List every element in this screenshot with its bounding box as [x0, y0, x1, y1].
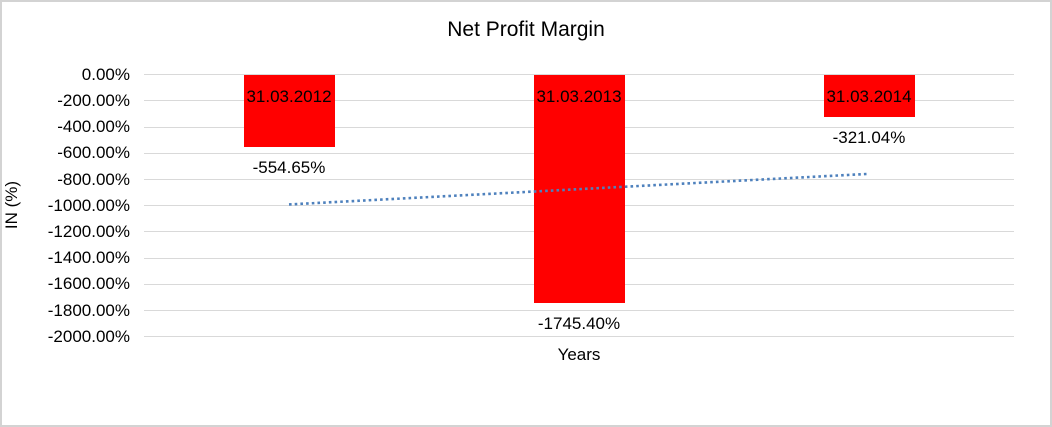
y-axis-tick-label: -400.00%	[57, 117, 130, 137]
x-axis-title: Years	[557, 345, 601, 364]
y-axis-tick-label: -1400.00%	[47, 248, 130, 268]
gridline	[144, 310, 1014, 311]
y-axis-tick-label: -1800.00%	[47, 300, 130, 320]
value-label: -1745.40%	[537, 314, 621, 334]
bar-31.03.2013	[533, 74, 625, 304]
y-axis-tick-label: -1600.00%	[47, 274, 130, 294]
y-axis-tick-label: -800.00%	[57, 169, 130, 189]
y-axis-tick-label: -1000.00%	[47, 195, 130, 215]
y-axis-tick-label: -2000.00%	[47, 326, 130, 346]
bar-31.03.2012	[243, 74, 335, 148]
category-label: 31.03.2013	[536, 87, 622, 106]
bar-31.03.2014	[823, 74, 915, 117]
category-label: 31.03.2012	[246, 87, 332, 106]
gridline	[144, 336, 1014, 338]
category-label: 31.03.2014	[826, 87, 912, 106]
value-label: -321.04%	[832, 127, 906, 147]
y-axis-tick-label: -600.00%	[57, 143, 130, 163]
chart-title: Net Profit Margin	[447, 18, 605, 41]
value-label: -554.65%	[252, 158, 326, 178]
y-axis-tick-label: -200.00%	[57, 90, 130, 110]
y-axis-tick-label: -1200.00%	[47, 221, 130, 241]
y-axis-tick-label: 0.00%	[81, 64, 130, 84]
